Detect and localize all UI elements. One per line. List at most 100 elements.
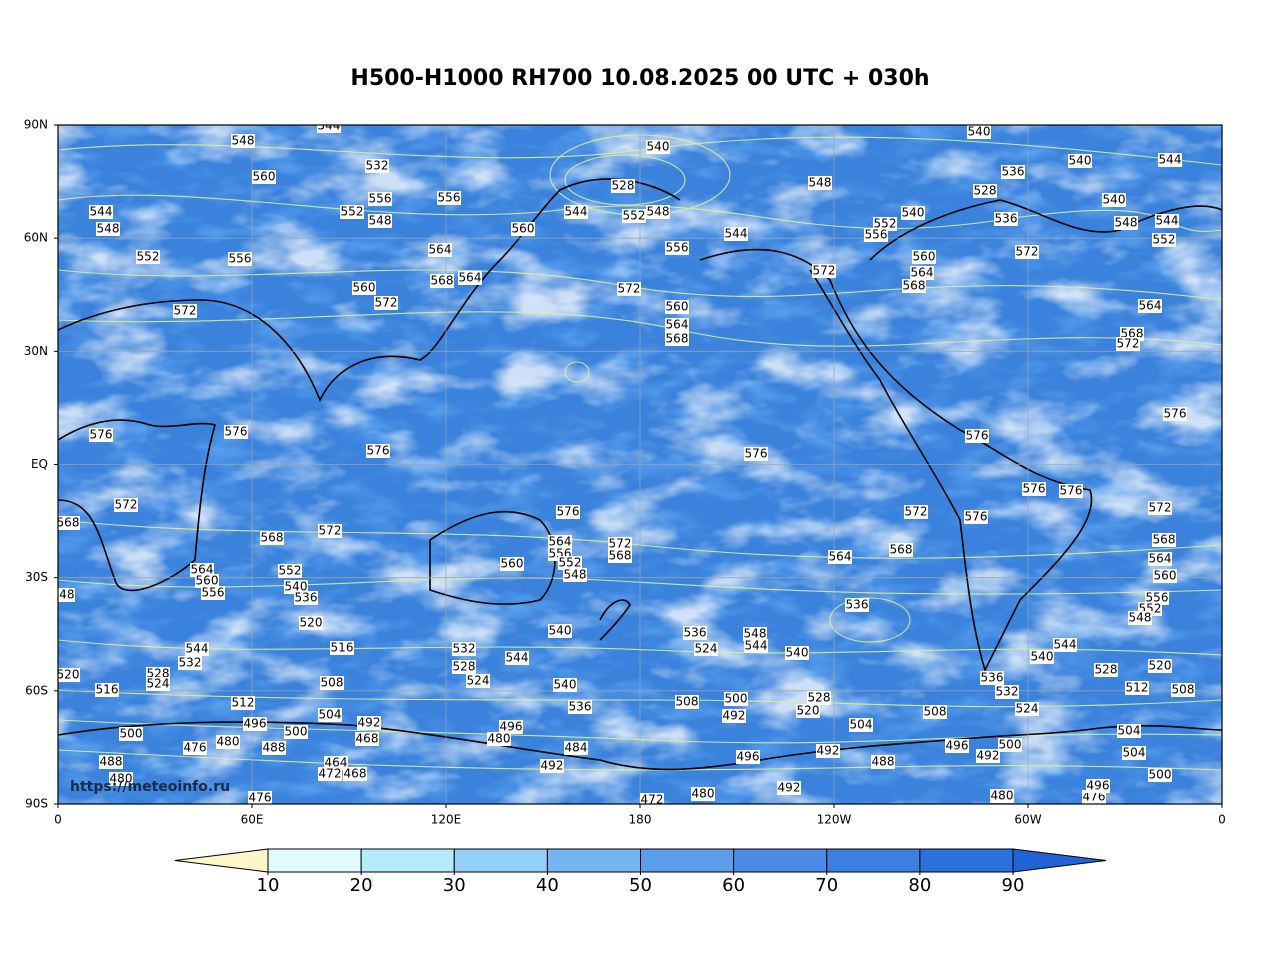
contour-label-box <box>1086 779 1110 793</box>
contour-label: 500 <box>999 738 1022 752</box>
contour-label-box <box>299 616 323 630</box>
colorbar-bin <box>826 848 921 873</box>
contour-label: 520 <box>57 668 80 682</box>
colorbar-bin <box>453 848 548 873</box>
contour-label-box <box>1082 790 1106 804</box>
contour-label-box <box>201 586 225 600</box>
contour-label: 548 <box>744 627 767 641</box>
colorbar-bin <box>733 848 828 873</box>
contour-label-box <box>675 695 699 709</box>
contour-label: 536 <box>1002 165 1025 179</box>
contour-label-box <box>990 789 1014 803</box>
contour-label-box <box>608 549 632 563</box>
contour-label: 492 <box>778 781 801 795</box>
lon-tick-label: 60E <box>241 813 264 827</box>
contour-label: 552 <box>874 217 897 231</box>
contour-label: 568 <box>890 543 913 557</box>
colorbar-bin <box>546 848 641 873</box>
contour-label-box <box>228 252 252 266</box>
contour-label-box <box>58 668 80 682</box>
contour-label-box <box>452 660 476 674</box>
contour-label-box <box>216 735 240 749</box>
contour-label-box <box>366 444 390 458</box>
contour-label-box <box>1102 193 1126 207</box>
contour-label-box <box>357 716 381 730</box>
contour-label: 504 <box>1118 724 1141 738</box>
contour-label-box <box>828 550 852 564</box>
contour-label-box <box>511 222 535 236</box>
contour-label-box <box>185 642 209 656</box>
contour-label-box <box>1148 552 1172 566</box>
contour-label: 476 <box>184 741 207 755</box>
contour-label-box <box>548 535 572 549</box>
contour-label-box <box>994 212 1018 226</box>
contour-label: 572 <box>905 505 928 519</box>
contour-label: 568 <box>609 549 632 563</box>
contour-label-box <box>183 741 207 755</box>
contour-label: 528 <box>808 691 831 705</box>
contour-label: 520 <box>797 704 820 718</box>
contour-label: 560 <box>501 557 524 571</box>
contour-label: 576 <box>225 425 248 439</box>
contour-label: 544 <box>90 205 113 219</box>
contour-label: 556 <box>202 586 225 600</box>
contour-label: 556 <box>438 191 461 205</box>
watermark: https://meteoinfo.ru <box>70 779 230 795</box>
contour-label-box <box>976 749 1000 763</box>
contour-label: 576 <box>367 444 390 458</box>
contour-label-box <box>96 222 120 236</box>
contour-label: 576 <box>90 428 113 442</box>
contour-label: 500 <box>120 727 143 741</box>
contour-label-box <box>608 537 632 551</box>
colorbar-bin <box>919 848 1014 873</box>
colorbar-bin <box>360 848 455 873</box>
contour-label: 520 <box>1149 659 1172 673</box>
colorbar-extend-low <box>174 848 269 873</box>
contour-label-box <box>368 214 392 228</box>
contour-label-box <box>1152 533 1176 547</box>
contour-label: 564 <box>911 266 934 280</box>
contour-label-box <box>252 170 276 184</box>
contour-label-box <box>355 732 379 746</box>
contour-label-box <box>262 741 286 755</box>
contour-label-box <box>744 447 768 461</box>
contour-label: 492 <box>541 759 564 773</box>
contour-label: 508 <box>1172 683 1195 697</box>
contour-label-box <box>1171 683 1195 697</box>
contour-label: 560 <box>913 250 936 264</box>
contour-label-box <box>736 750 760 764</box>
contour-label-box <box>243 717 267 731</box>
contour-label-box <box>873 217 897 231</box>
contour-label-box <box>1152 233 1176 247</box>
contour-label-box <box>1148 501 1172 515</box>
contour-label-box <box>1094 663 1118 677</box>
contour-label-box <box>1114 216 1138 230</box>
contour-label-box <box>1030 650 1054 664</box>
contour-label-box <box>1015 702 1039 716</box>
colorbar-tick-label: 60 <box>722 875 745 896</box>
contour-label: 492 <box>977 749 1000 763</box>
contour-label-box <box>1145 591 1169 605</box>
contour-label-box <box>487 732 511 746</box>
contour-label: 476 <box>249 791 272 805</box>
contour-label-box <box>278 564 302 578</box>
colorbar-tick-label: 20 <box>350 875 373 896</box>
contour-label: 544 <box>1159 153 1182 167</box>
contour-label: 572 <box>319 524 342 538</box>
contour-label-box <box>365 159 389 173</box>
lon-tick-label: 0 <box>1218 813 1226 827</box>
contour-label-box <box>743 627 767 641</box>
contour-label-box <box>548 624 572 638</box>
contour-label: 508 <box>676 695 699 709</box>
colorbar-bin <box>640 848 735 873</box>
contour-label: 492 <box>723 709 746 723</box>
contour-label: 540 <box>1031 650 1054 664</box>
contour-label-box <box>724 227 748 241</box>
contour-label: 496 <box>500 720 523 734</box>
contour-label: 576 <box>965 510 988 524</box>
contour-label: 524 <box>467 674 490 688</box>
colorbar-tick-label: 40 <box>536 875 559 896</box>
contour-label: 536 <box>684 626 707 640</box>
contour-label: 560 <box>253 170 276 184</box>
contour-label: 556 <box>369 192 392 206</box>
